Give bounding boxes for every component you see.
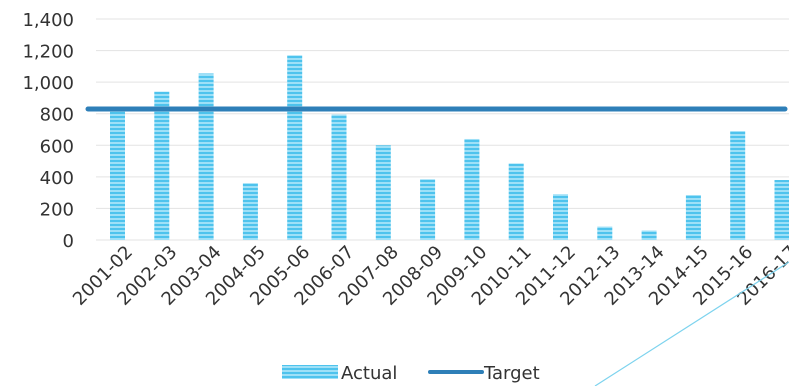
bar-2009-10: [464, 139, 479, 240]
bar-2008-09: [420, 179, 435, 240]
bar-2012-13: [597, 227, 612, 240]
legend-label-target: Target: [483, 363, 540, 384]
x-axis-ticks: 2001-022002-032003-042004-052005-062006-…: [69, 242, 789, 310]
legend-label-actual: Actual: [341, 363, 397, 384]
bar-2010-11: [509, 163, 524, 240]
y-axis-ticks: 0 200 400 600 800 1,000 1,200 1,400: [22, 10, 74, 252]
y-tick-label: 1,400: [22, 10, 74, 31]
bar-2002-03: [154, 92, 169, 240]
y-tick-label: 1,200: [22, 42, 74, 63]
y-tick-label: 1,000: [22, 73, 74, 94]
bar-2005-06: [287, 55, 302, 240]
actual-bars: [110, 55, 789, 240]
bar-2014-15: [686, 195, 701, 240]
y-tick-label: 0: [63, 231, 74, 252]
legend-swatch-actual: [282, 365, 338, 379]
bar-2001-02: [110, 111, 125, 240]
bar-2007-08: [376, 145, 391, 240]
bar-2006-07: [332, 115, 347, 240]
bar-2015-16: [730, 131, 745, 240]
bar-2013-14: [642, 231, 657, 240]
y-tick-label: 600: [40, 136, 74, 157]
bar-2016-17: [775, 180, 789, 240]
y-tick-label: 400: [40, 168, 74, 189]
bar-2003-04: [199, 73, 214, 240]
y-tick-label: 800: [40, 105, 74, 126]
bar-2011-12: [553, 194, 568, 240]
bar-2004-05: [243, 183, 258, 240]
legend-item-target: Target: [430, 363, 540, 384]
y-tick-label: 200: [40, 199, 74, 220]
legend-item-actual: Actual: [282, 363, 397, 384]
legend: Actual Target: [282, 363, 540, 384]
